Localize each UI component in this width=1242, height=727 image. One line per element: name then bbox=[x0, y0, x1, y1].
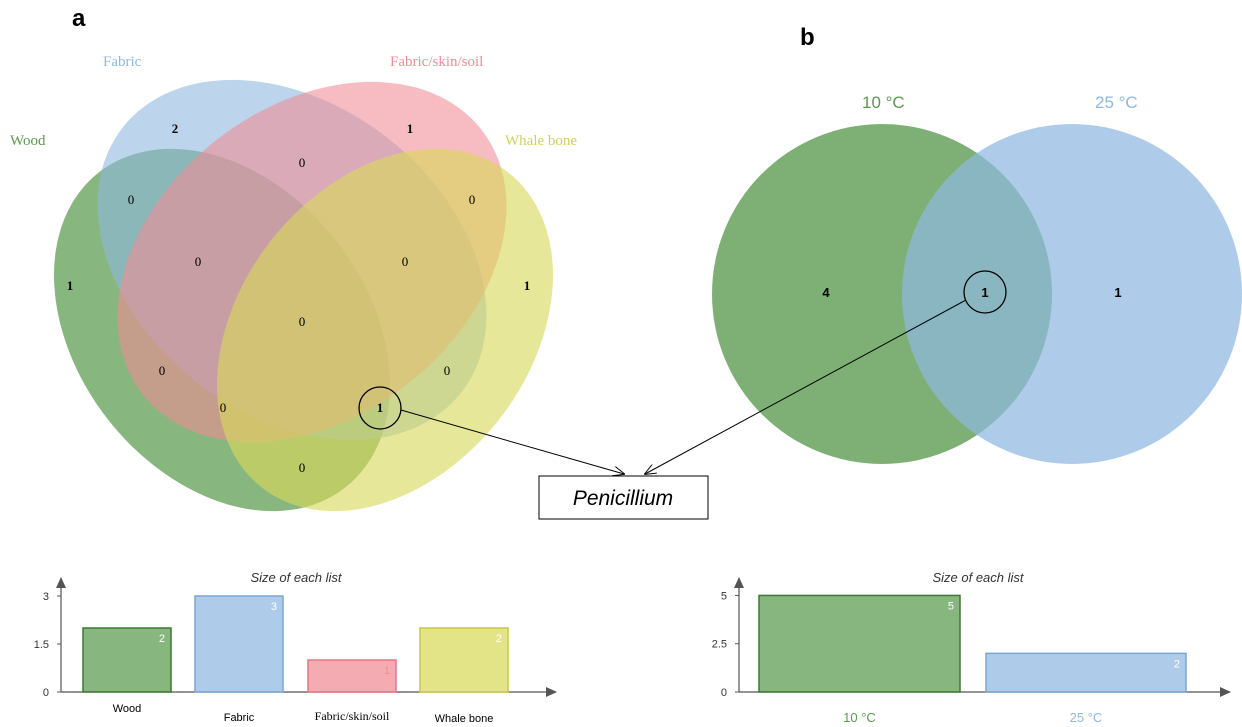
venn-a-count: 0 bbox=[220, 400, 227, 415]
venn-a-count: 1 bbox=[524, 278, 531, 293]
bar-chart-b-category-label: 10 °C bbox=[843, 710, 876, 725]
venn-a-highlight-circle bbox=[358, 386, 402, 430]
venn-a-count: 0 bbox=[299, 460, 306, 475]
bar-chart-a-bar-value: 1 bbox=[384, 665, 390, 677]
venn-b-count: 1 bbox=[1114, 285, 1121, 300]
callout-box bbox=[538, 475, 709, 520]
venn-b-highlight-circle bbox=[963, 270, 1007, 314]
venn-b-right-circle bbox=[902, 124, 1242, 464]
bar-chart-b-ytick-label: 2.5 bbox=[712, 639, 727, 651]
venn-a-count-highlight: 1 bbox=[377, 400, 384, 415]
venn-b-label-left: 10 °C bbox=[862, 93, 905, 112]
panel-b-letter: b bbox=[800, 24, 815, 51]
venn-a-label-fss: Fabric/skin/soil bbox=[390, 54, 483, 70]
bar-chart-b-title: Size of each list bbox=[932, 570, 1024, 585]
venn-a bbox=[54, 79, 553, 512]
bar-chart-a-bar bbox=[194, 595, 284, 693]
panel-a-letter: a bbox=[72, 5, 86, 32]
bar-chart-b-bar-value: 5 bbox=[948, 600, 954, 612]
bar-chart-a: Size of each list 0 1.5 3 2 Wood 3 Fabric 1 Fabr… bbox=[34, 570, 557, 725]
bar-chart-a-ytick-label: 0 bbox=[43, 687, 49, 699]
bar-chart-a-category-label: Fabric bbox=[224, 712, 255, 724]
bar-chart-a-bar bbox=[419, 627, 509, 693]
venn-a-count: 0 bbox=[159, 363, 166, 378]
venn-a-count: 0 bbox=[444, 363, 451, 378]
bar-chart-a-category-label: Fabric/skin/soil bbox=[315, 709, 390, 723]
bar-chart-b-ytick-label: 0 bbox=[721, 687, 727, 699]
bar-chart-a-ytick-label: 3 bbox=[43, 591, 49, 603]
bar-chart-a-category-label: Whale bone bbox=[435, 713, 494, 725]
bar-chart-b-bar-value: 2 bbox=[1174, 658, 1180, 670]
bar-chart-a-title: Size of each list bbox=[250, 570, 342, 585]
callout-arrow-b bbox=[645, 299, 967, 474]
venn-a-count: 0 bbox=[469, 192, 476, 207]
bar-chart-a-bar-value: 2 bbox=[159, 633, 165, 645]
venn-b-label-right: 25 °C bbox=[1095, 93, 1138, 112]
venn-a-count: 0 bbox=[128, 192, 135, 207]
venn-a-label-wood: Wood bbox=[10, 133, 46, 149]
bar-chart-b: Size of each list 0 2.5 5 5 10 °C 2 25 °C bbox=[712, 570, 1231, 725]
venn-a-count: 0 bbox=[195, 254, 202, 269]
venn-a-label-fabric: Fabric bbox=[103, 54, 142, 70]
bar-chart-b-category-label: 25 °C bbox=[1070, 710, 1103, 725]
venn-a-label-whale: Whale bone bbox=[505, 133, 577, 149]
bar-chart-b-ytick-label: 5 bbox=[721, 590, 727, 602]
venn-a-whale-ellipse bbox=[217, 148, 553, 512]
bar-chart-b-bar bbox=[758, 594, 961, 693]
venn-a-count: 0 bbox=[299, 155, 306, 170]
bar-chart-b-bar bbox=[985, 652, 1187, 693]
venn-a-count: 1 bbox=[67, 278, 74, 293]
venn-a-count: 0 bbox=[402, 254, 409, 269]
bar-chart-a-bar bbox=[307, 659, 397, 693]
callout-label: Penicillium bbox=[573, 487, 673, 510]
bar-chart-a-bar bbox=[82, 627, 172, 693]
bar-chart-a-category-label: Wood bbox=[113, 703, 142, 715]
venn-b-count: 4 bbox=[822, 285, 830, 300]
bar-chart-a-bar-value: 2 bbox=[496, 633, 502, 645]
venn-a-count: 1 bbox=[407, 121, 414, 136]
venn-b bbox=[712, 124, 1242, 464]
callout-arrow-a bbox=[400, 409, 624, 474]
venn-b-count-highlight: 1 bbox=[981, 285, 988, 300]
bar-chart-a-ytick-label: 1.5 bbox=[34, 639, 49, 651]
venn-a-count: 2 bbox=[172, 121, 179, 136]
venn-a-count: 0 bbox=[299, 314, 306, 329]
bar-chart-a-bar-value: 3 bbox=[271, 601, 277, 613]
